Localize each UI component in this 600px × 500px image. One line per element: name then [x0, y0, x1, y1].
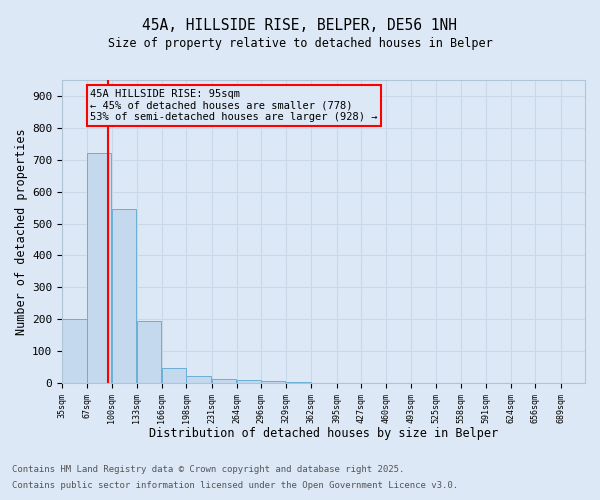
- Y-axis label: Number of detached properties: Number of detached properties: [15, 128, 28, 335]
- Text: Size of property relative to detached houses in Belper: Size of property relative to detached ho…: [107, 38, 493, 51]
- Bar: [137, 321, 161, 383]
- Text: Contains HM Land Registry data © Crown copyright and database right 2025.: Contains HM Land Registry data © Crown c…: [12, 466, 404, 474]
- Bar: [162, 368, 187, 383]
- Bar: [62, 320, 86, 383]
- Bar: [286, 382, 311, 383]
- Bar: [261, 381, 286, 383]
- Bar: [112, 209, 136, 383]
- Bar: [86, 154, 111, 383]
- Bar: [187, 376, 211, 383]
- Bar: [236, 380, 261, 383]
- Text: 45A, HILLSIDE RISE, BELPER, DE56 1NH: 45A, HILLSIDE RISE, BELPER, DE56 1NH: [143, 18, 458, 32]
- Text: 45A HILLSIDE RISE: 95sqm
← 45% of detached houses are smaller (778)
53% of semi-: 45A HILLSIDE RISE: 95sqm ← 45% of detach…: [91, 89, 378, 122]
- Text: Contains public sector information licensed under the Open Government Licence v3: Contains public sector information licen…: [12, 480, 458, 490]
- Bar: [212, 378, 236, 383]
- X-axis label: Distribution of detached houses by size in Belper: Distribution of detached houses by size …: [149, 427, 498, 440]
